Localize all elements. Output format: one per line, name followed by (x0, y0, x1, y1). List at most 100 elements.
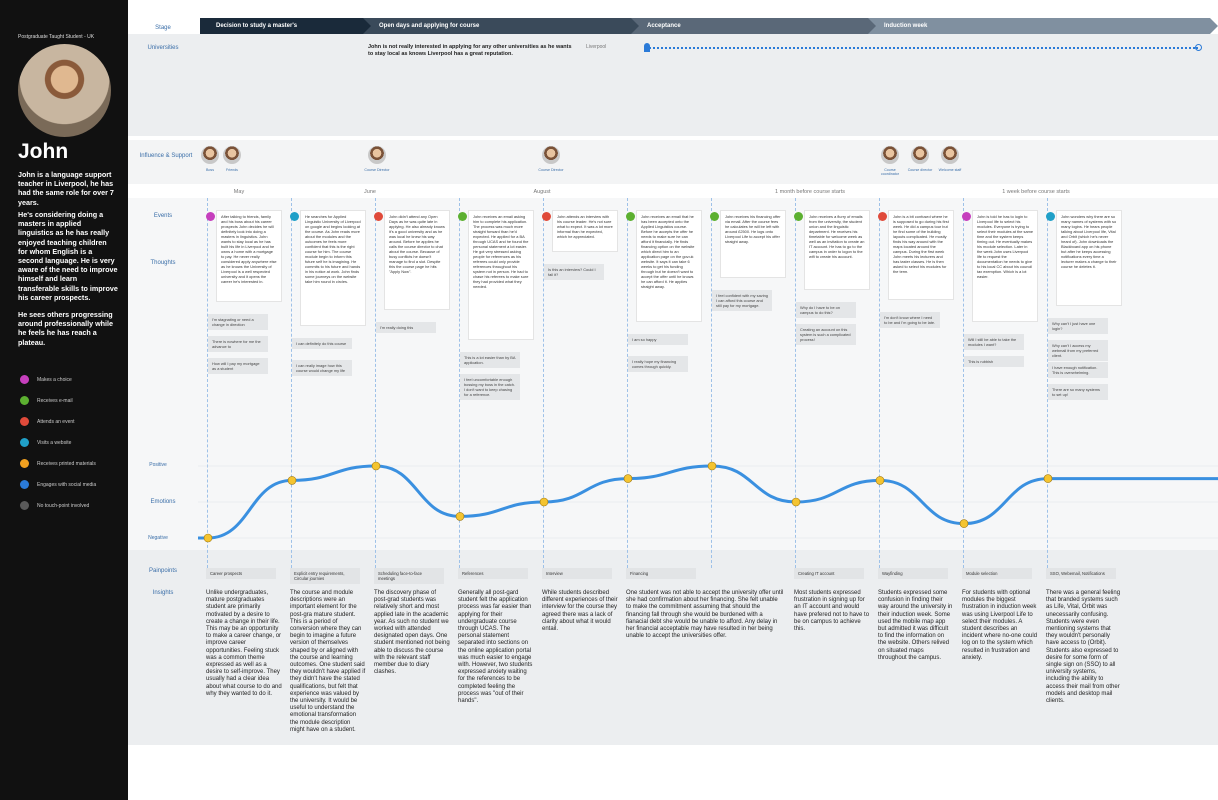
universities-band (128, 34, 1218, 136)
insight-text: While students described different exper… (542, 590, 618, 633)
thought-bubble: There is nowhere for me the advance to (208, 336, 268, 352)
painpoint-tag: References (458, 568, 528, 579)
timeline-guide (1047, 198, 1048, 568)
month-label: 1 month before course starts (774, 189, 846, 195)
influencer-label: Course Director (364, 168, 390, 172)
stage-4: Induction week (868, 18, 1218, 34)
row-label-negative: Negative (148, 535, 168, 541)
legend-item: Makes a choice (20, 375, 72, 384)
influencer-avatar (941, 146, 959, 164)
event-card: John receives an email asking him to com… (468, 210, 534, 340)
legend-website-icon (20, 438, 29, 447)
event-card: John receives his financing offer via em… (720, 210, 786, 278)
emotion-emoji-icon (875, 476, 885, 485)
insight-text: Most students expressed frustration in s… (794, 590, 870, 633)
row-label-insights: Insights (152, 590, 174, 596)
thought-bubble: I'm don't know where I need to be and I'… (880, 312, 940, 328)
insight-text: There was a general feeling that branded… (1046, 590, 1121, 705)
painpoint-tag: Creating IT account (794, 568, 864, 579)
stage-2: Open days and applying for course (363, 18, 647, 34)
university-track-label: Liverpool (586, 44, 607, 50)
location-pin-icon (644, 43, 650, 52)
legend-social-icon (20, 480, 29, 489)
event-card: John is a bit confused where he is suppo… (888, 210, 954, 300)
painpoint-tag: Module selection (962, 568, 1032, 579)
row-label-positive: Positive (149, 462, 167, 468)
timeline-guide (375, 198, 376, 568)
legend-item: Attends an event (20, 417, 75, 426)
influencer-label: Course coordinator (881, 168, 899, 176)
legend-item: Engages with social media (20, 480, 96, 489)
insight-text: Unlike undergraduates, mature postgradua… (206, 590, 282, 697)
timeline-guide (879, 198, 880, 568)
thought-bubble: I feel uncomfortable enough bossing my b… (460, 374, 520, 400)
legend-label: Makes a choice (37, 376, 72, 383)
thought-bubble: Why do I have to be on campus to do this… (796, 302, 856, 318)
month-label: 1 week before course starts (1002, 189, 1070, 195)
painpoint-tag: Career prospects (206, 568, 276, 579)
emotion-emoji-icon (623, 474, 633, 483)
month-label: May (233, 189, 245, 195)
emotion-emoji-icon (455, 512, 465, 521)
thought-bubble: Will I still be able to take the modules… (964, 334, 1024, 350)
row-label-events: Events (153, 213, 173, 219)
insight-text: Generally all post-gard student felt the… (458, 590, 533, 705)
persona-sidebar: Postgraduate Taught Student - UK John Jo… (0, 0, 128, 800)
thought-bubble: How will I pay my mortgage as a student (208, 358, 268, 374)
row-label-stage: Stage (155, 25, 171, 31)
persona-subtitle: Postgraduate Taught Student - UK (18, 34, 95, 40)
influencer-avatar (881, 146, 899, 164)
emotion-emoji-icon (1043, 474, 1053, 483)
thought-bubble: I can really image how this course would… (292, 360, 352, 376)
legend-label: Receives e-mail (37, 397, 73, 404)
thought-bubble: I can definitely do this course (292, 338, 352, 349)
event-icon (206, 212, 215, 221)
timeline-guide (291, 198, 292, 568)
influence-band (128, 140, 1218, 184)
painpoint-tag: Wayfinding (878, 568, 948, 579)
event-card: John receives an email that he has been … (636, 210, 702, 322)
thought-bubble: I'm really doing this (376, 322, 436, 333)
legend-choice-icon (20, 375, 29, 384)
timeline-guide (543, 198, 544, 568)
thought-bubble: Why can't I just have one login? (1048, 318, 1108, 334)
influencer-avatar (223, 146, 241, 164)
event-icon (710, 212, 719, 221)
influencer-label: Course director (907, 168, 933, 172)
event-icon (962, 212, 971, 221)
month-label: June (364, 189, 376, 195)
event-card: John attends an interview with his cours… (552, 210, 618, 252)
legend-event-icon (20, 417, 29, 426)
painpoint-tag: Explicit entry requirements, Circular jo… (290, 568, 360, 584)
thought-bubble: Is this an interview? Could I fail it? (544, 264, 604, 280)
stage-3: Acceptance (631, 18, 883, 34)
event-card: John receives a flurry of emails from th… (804, 210, 870, 290)
emotion-emoji-icon (791, 497, 801, 507)
insight-text: The course and module descriptions were … (290, 590, 366, 733)
event-card: John wonders why there are so many names… (1056, 210, 1122, 306)
event-card: John didn't attend any Open Days as he w… (384, 210, 450, 310)
legend-label: Engages with social media (37, 481, 97, 488)
track-end-icon (1195, 44, 1202, 51)
thought-bubble: I feel confident with my saving I can af… (712, 290, 772, 311)
event-icon (626, 212, 635, 221)
event-card: John is told he has to login to Liverpoo… (972, 210, 1038, 322)
event-icon (374, 212, 383, 221)
persona-bio-3: He sees others progressing around profes… (18, 310, 114, 347)
influencer-label: Course Director (538, 168, 564, 172)
legend-label: Visits a website (37, 439, 72, 446)
insight-text: One student was not able to accept the u… (626, 590, 784, 640)
legend-email-icon (20, 396, 29, 405)
influencer-avatar (368, 146, 386, 164)
row-label-thoughts: Thoughts (150, 260, 176, 266)
influencer-label: Welcome staff (938, 168, 962, 172)
journey-map: Stage Universities Influence & Support E… (128, 0, 1218, 800)
influencer-label: Boss (206, 168, 214, 172)
legend-label: No touch-point involved (37, 502, 90, 509)
legend-item: No touch-point involved (20, 501, 89, 510)
painpoint-tag: Interview (542, 568, 612, 579)
timeline-guide (711, 198, 712, 568)
persona-bio-1: John is a language support teacher in Li… (18, 170, 114, 207)
timeline-guide (627, 198, 628, 568)
persona-bio-2: He's considering doing a masters in appl… (18, 210, 118, 302)
